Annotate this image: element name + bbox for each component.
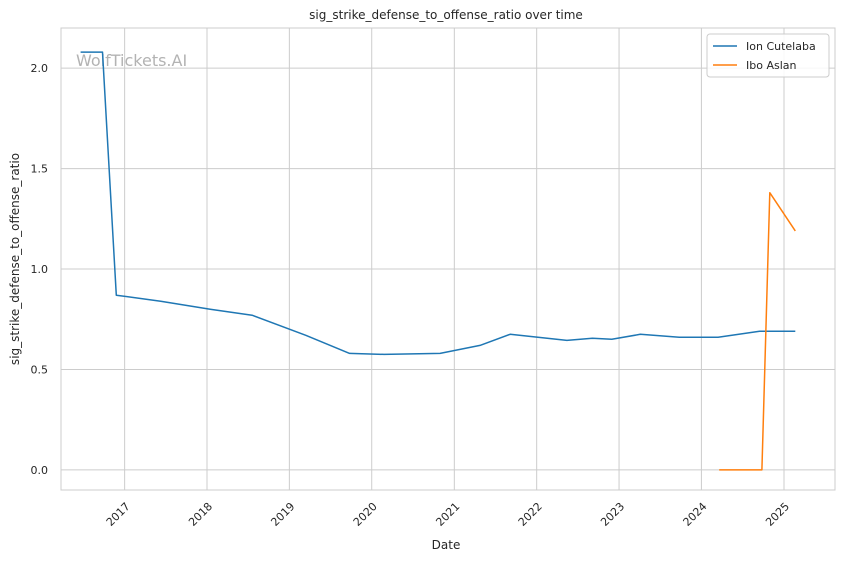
y-tick-label: 1.5 <box>31 163 49 176</box>
x-tick-label: 2020 <box>351 500 380 529</box>
x-tick-labels: 2017 2018 2019 2020 2021 2022 2023 2024 2025 <box>104 500 792 529</box>
x-tick-label: 2022 <box>516 500 545 529</box>
grid-lines <box>61 28 835 490</box>
x-tick-label: 2019 <box>268 500 297 529</box>
series-line-2 <box>719 191 796 471</box>
series-line-1 <box>80 51 796 356</box>
chart-title: sig_strike_defense_to_offense_ratio over… <box>309 8 583 22</box>
x-tick-label: 2018 <box>186 500 215 529</box>
y-tick-labels: 0.0 0.5 1.0 1.5 2.0 <box>31 62 49 477</box>
y-tick-label: 2.0 <box>31 62 49 75</box>
legend-label: Ibo Aslan <box>746 59 797 72</box>
x-tick-label: 2017 <box>104 500 133 529</box>
x-tick-label: 2024 <box>681 500 710 529</box>
x-tick-label: 2023 <box>598 500 627 529</box>
y-tick-label: 0.0 <box>31 464 49 477</box>
legend-label: Ion Cutelaba <box>746 40 816 53</box>
x-tick-label: 2025 <box>763 500 792 529</box>
x-tick-label: 2021 <box>433 500 462 529</box>
y-tick-label: 1.0 <box>31 263 49 276</box>
plot-frame <box>60 27 836 491</box>
x-axis-label: Date <box>432 538 461 552</box>
legend: Ion Cutelaba Ibo Aslan <box>706 33 830 78</box>
y-tick-label: 0.5 <box>31 363 49 376</box>
y-axis-label: sig_strike_defense_to_offense_ratio <box>8 153 22 365</box>
series-lines <box>80 51 796 471</box>
watermark: WolfTickets.AI <box>76 51 187 70</box>
legend-box <box>706 33 830 78</box>
